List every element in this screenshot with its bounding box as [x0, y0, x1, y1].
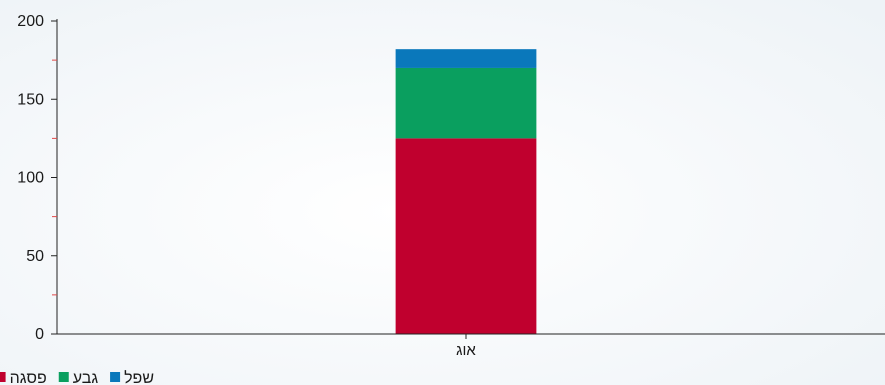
legend-label: גבע [73, 370, 99, 385]
x-axis: אוג [57, 333, 885, 359]
legend-label: פסגה [10, 370, 47, 385]
y-axis: 0 50 100 150 200 [17, 13, 58, 343]
legend: שפל גבע פסגה [0, 369, 154, 385]
y-tick-label: 0 [35, 326, 44, 343]
legend-swatch [58, 372, 69, 382]
y-tick-label: 150 [17, 91, 44, 108]
bar-segment [395, 138, 537, 334]
y-tick-label: 50 [26, 248, 44, 265]
bar-segment [395, 67, 537, 139]
legend-swatch [0, 372, 6, 382]
y-tick-label: 100 [17, 170, 44, 187]
y-tick-label: 200 [17, 13, 44, 30]
x-tick-label: אוג [456, 342, 476, 359]
bar-segment [395, 49, 537, 68]
bars-group [395, 49, 537, 334]
legend-swatch [110, 372, 121, 382]
legend-label: שפל [124, 369, 154, 385]
